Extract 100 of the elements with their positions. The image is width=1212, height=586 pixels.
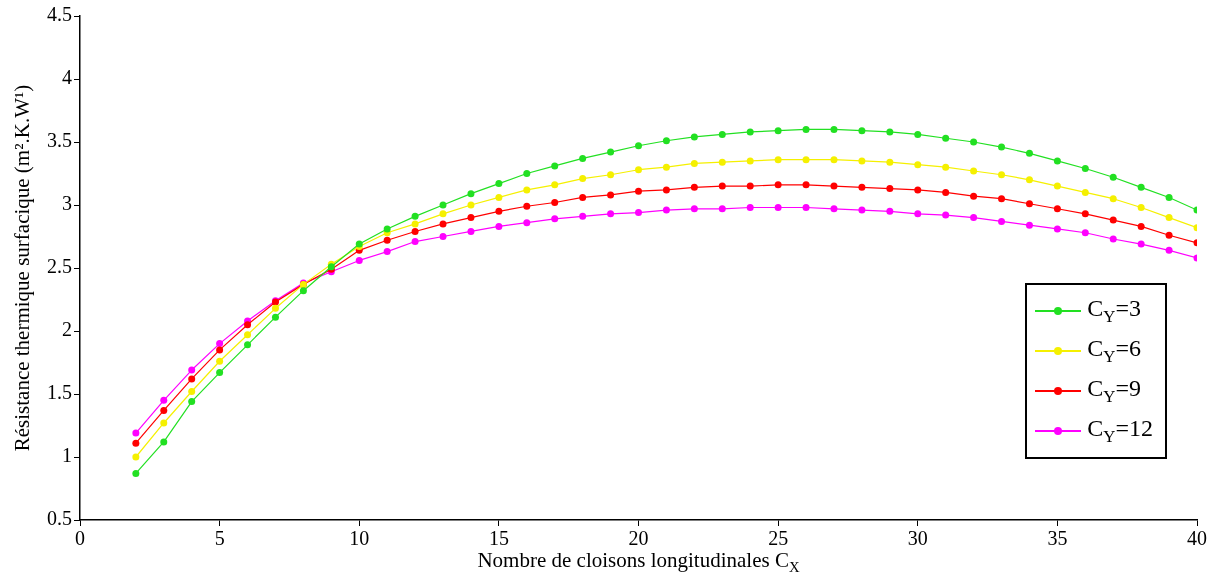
y-tick-label: 2.5 [47, 255, 72, 278]
point [1165, 231, 1173, 239]
point [132, 429, 140, 437]
point [774, 127, 782, 135]
point [1081, 164, 1089, 172]
point [439, 233, 447, 240]
legend-label: C$_{Y}$=9 [1087, 375, 1141, 407]
x-tick-label: 15 [488, 527, 509, 550]
point [244, 331, 252, 339]
point [467, 190, 475, 198]
point [998, 195, 1006, 203]
point [662, 186, 670, 194]
point [495, 222, 503, 230]
point [523, 202, 531, 210]
point [886, 185, 894, 193]
point [495, 180, 503, 188]
point [523, 186, 531, 194]
point [188, 366, 196, 374]
point [579, 212, 587, 220]
point [439, 201, 447, 209]
point [216, 346, 224, 354]
point [1081, 188, 1089, 196]
point [886, 158, 894, 166]
point [830, 182, 838, 190]
point [635, 209, 642, 217]
point [411, 220, 419, 228]
point [1109, 173, 1117, 181]
point [439, 220, 447, 228]
point [635, 187, 642, 195]
point [216, 357, 224, 365]
point [802, 181, 810, 189]
point [355, 256, 363, 264]
point [998, 143, 1006, 151]
point [942, 163, 950, 171]
point [244, 341, 252, 349]
point [1053, 182, 1061, 190]
point [160, 419, 168, 427]
x-tick-label: 5 [214, 527, 225, 550]
point [858, 206, 866, 214]
point [718, 182, 726, 190]
y-tick-label: 1 [62, 444, 72, 467]
point [746, 128, 754, 136]
point [1025, 200, 1033, 208]
point [607, 210, 615, 218]
point [1165, 246, 1173, 254]
point [467, 201, 475, 209]
legend-label: C$_{Y}$=3 [1087, 295, 1141, 327]
point [998, 171, 1006, 179]
point [970, 192, 978, 200]
point [188, 387, 196, 395]
point [160, 396, 168, 404]
point [1137, 183, 1145, 191]
point [1165, 214, 1173, 222]
point [216, 369, 224, 377]
point [579, 175, 587, 183]
point [1025, 221, 1033, 229]
point [802, 204, 810, 212]
point [523, 219, 531, 227]
point [132, 453, 140, 461]
point [718, 158, 726, 166]
point [774, 156, 782, 164]
point [160, 406, 168, 414]
point [188, 398, 196, 406]
x-tick-label: 10 [349, 527, 370, 550]
x-tick-label: 35 [1047, 527, 1068, 550]
point [690, 159, 698, 167]
point [383, 236, 391, 244]
x-tick-label: 0 [75, 527, 85, 550]
point [774, 181, 782, 189]
point [132, 469, 140, 477]
x-tick-label: 25 [768, 527, 789, 550]
point [635, 142, 642, 150]
point [942, 211, 950, 219]
point [1053, 205, 1061, 213]
point [216, 340, 224, 348]
point [271, 313, 279, 321]
point [244, 321, 252, 329]
point [1081, 210, 1089, 218]
legend-label: C$_{Y}$=12 [1087, 415, 1153, 447]
point [830, 125, 838, 133]
point [690, 133, 698, 141]
point [662, 163, 670, 171]
point [607, 171, 615, 179]
point [1109, 216, 1117, 224]
x-tick-label: 30 [907, 527, 928, 550]
point [607, 148, 615, 156]
point [858, 183, 866, 191]
point [914, 210, 922, 218]
point [383, 248, 391, 256]
point [160, 438, 168, 446]
x-tick-label: 40 [1187, 527, 1207, 550]
point [579, 193, 587, 201]
point [690, 205, 698, 213]
point [942, 134, 950, 142]
point [830, 205, 838, 213]
legend-label: C$_{Y}$=6 [1087, 335, 1141, 367]
point [551, 181, 559, 189]
point [1137, 222, 1145, 230]
point [914, 186, 922, 194]
point [1109, 235, 1117, 243]
